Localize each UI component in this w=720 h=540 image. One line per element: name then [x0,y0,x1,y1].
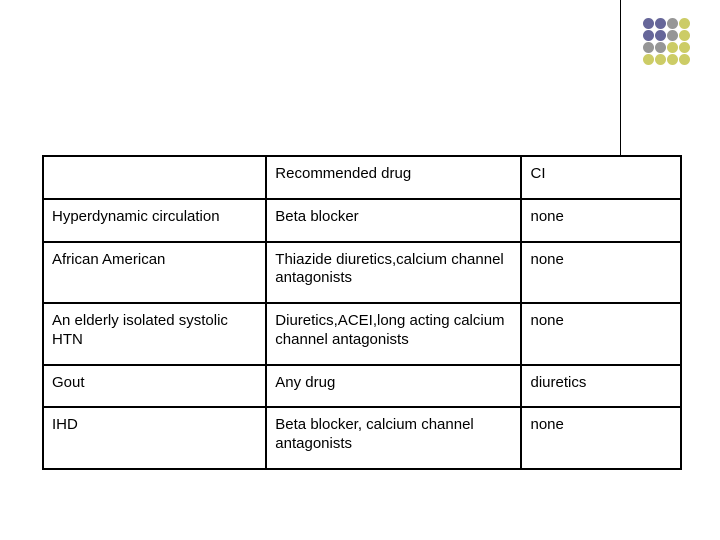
table-row: Gout Any drug diuretics [43,365,681,408]
cell-ci: none [521,242,681,304]
table-row: IHD Beta blocker, calcium channel antago… [43,407,681,469]
cell-recommended: Any drug [266,365,521,408]
cell-recommended: Beta blocker [266,199,521,242]
drug-recommendation-table: Recommended drug CI Hyperdynamic circula… [42,155,682,470]
table-header-row: Recommended drug CI [43,156,681,199]
cell-ci: none [521,303,681,365]
cell-condition: Gout [43,365,266,408]
cell-ci: none [521,407,681,469]
cell-condition: An elderly isolated systolic HTN [43,303,266,365]
header-ci: CI [521,156,681,199]
table-row: African American Thiazide diuretics,calc… [43,242,681,304]
cell-recommended: Diuretics,ACEI,long acting calcium chann… [266,303,521,365]
cell-recommended: Beta blocker, calcium channel antagonist… [266,407,521,469]
cell-ci: none [521,199,681,242]
cell-condition: IHD [43,407,266,469]
drug-table-container: Recommended drug CI Hyperdynamic circula… [42,155,682,470]
table-row: An elderly isolated systolic HTN Diureti… [43,303,681,365]
cell-condition: Hyperdynamic circulation [43,199,266,242]
corner-dots-decoration [643,18,690,65]
cell-recommended: Thiazide diuretics,calcium channel antag… [266,242,521,304]
header-recommended: Recommended drug [266,156,521,199]
table-row: Hyperdynamic circulation Beta blocker no… [43,199,681,242]
cell-ci: diuretics [521,365,681,408]
cell-condition: African American [43,242,266,304]
vertical-divider [620,0,621,155]
header-condition [43,156,266,199]
